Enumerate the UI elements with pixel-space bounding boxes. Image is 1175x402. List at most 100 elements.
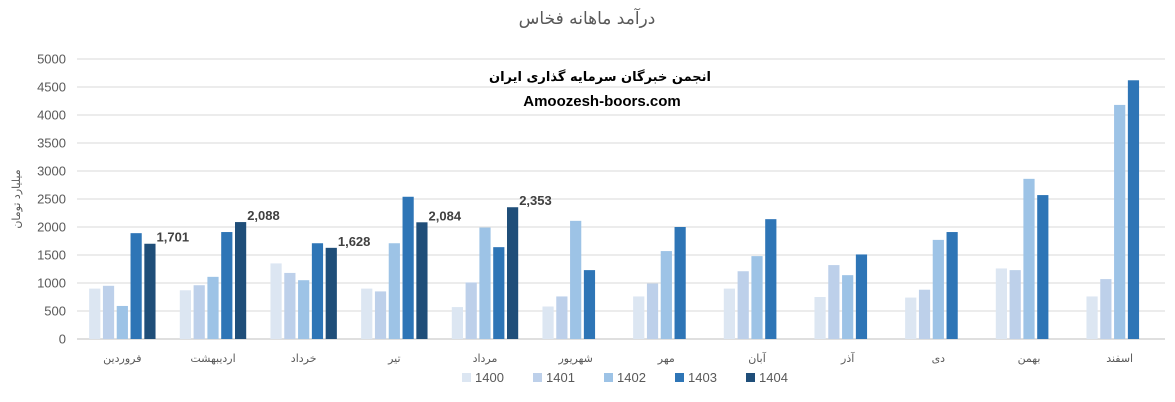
bar-1403-3	[311, 243, 324, 339]
bar-1401-7	[646, 283, 659, 339]
legend-swatch-1403	[675, 373, 684, 382]
bar-1404-5	[507, 207, 519, 339]
x-tick-label: اسفند	[1106, 352, 1133, 365]
y-tick-label: 4000	[37, 108, 66, 123]
bar-1402-4	[388, 243, 400, 339]
bar-1403-7	[674, 227, 686, 339]
bar-1400-7	[633, 296, 645, 339]
bars	[89, 80, 1140, 339]
data-label: 2,088	[247, 208, 280, 223]
bar-1403-9	[855, 254, 868, 339]
legend-label: 1401	[546, 370, 575, 385]
y-tick-label: 2000	[37, 220, 66, 235]
y-tick-label: 2500	[37, 192, 66, 207]
watermark-website: Amoozesh-boors.com	[523, 93, 681, 110]
y-tick-label: 500	[44, 304, 66, 319]
x-axis: فروردین اردیبهشت خرداد تیر مرداد شهریور مهر آبا…	[103, 351, 1133, 365]
y-axis: 0 500 1000 1500 2000 2500 3000 3500 4000 4500 5000	[37, 52, 66, 347]
bar-1400-10	[905, 297, 917, 339]
bar-1401-5	[465, 282, 477, 339]
bar-1402-12	[1114, 104, 1126, 339]
x-tick-label: فروردین	[103, 352, 141, 365]
bar-1402-3	[298, 280, 310, 339]
bar-1400-8	[723, 288, 735, 339]
legend-label: 1402	[617, 370, 646, 385]
x-tick-label: دی	[932, 352, 946, 365]
bar-1403-10	[946, 232, 958, 339]
bar-1400-1	[89, 288, 101, 339]
bar-1400-5	[451, 307, 463, 339]
bar-1401-11	[1009, 270, 1021, 339]
data-label: 1,628	[338, 234, 371, 249]
legend-swatch-1402	[604, 373, 613, 382]
bar-1402-1	[116, 305, 128, 339]
y-axis-label: میلیارد تومان	[10, 169, 23, 228]
bar-1403-11	[1037, 195, 1049, 339]
bar-1403-2	[221, 232, 233, 339]
x-tick-label: مهر	[657, 352, 675, 365]
bar-1403-5	[493, 247, 505, 339]
bar-1401-3	[284, 272, 296, 339]
chart-title: درآمد ماهانه فخاس	[519, 7, 656, 29]
bar-1401-4	[374, 291, 387, 339]
y-tick-label: 5000	[37, 52, 66, 67]
data-label: 1,701	[157, 230, 190, 245]
bar-1400-12	[1086, 296, 1098, 339]
bar-1402-9	[842, 275, 854, 339]
x-tick-label: بهمن	[1018, 352, 1041, 365]
y-tick-label: 1000	[37, 276, 66, 291]
gridlines	[77, 58, 1165, 340]
y-tick-label: 0	[59, 332, 66, 347]
bar-1400-3	[270, 263, 282, 339]
bar-1402-11	[1023, 178, 1035, 339]
bar-1400-2	[179, 290, 191, 339]
legend-swatch-1400	[462, 373, 471, 382]
legend: 1400 1401 1402 1403 1404	[462, 370, 788, 385]
bar-1401-10	[918, 289, 931, 339]
legend-swatch-1404	[746, 373, 755, 382]
bar-1401-2	[193, 285, 205, 339]
bar-1401-8	[737, 271, 749, 339]
data-label: 2,353	[519, 193, 552, 208]
bar-1403-8	[765, 219, 777, 339]
watermark-association: انجمن خبرگان سرمایه گذاری ایران	[489, 69, 711, 85]
bar-1401-1	[102, 285, 115, 339]
data-labels: 1,701 2,088 1,628 2,084 2,353	[157, 193, 552, 249]
bar-1403-6	[583, 270, 596, 339]
bar-1402-6	[570, 220, 582, 339]
x-tick-label: اردیبهشت	[190, 352, 235, 365]
bar-1402-5	[479, 227, 491, 339]
bar-1403-4	[402, 196, 414, 339]
bar-1400-9	[814, 297, 826, 339]
x-tick-label: مرداد	[473, 352, 498, 365]
y-tick-label: 3000	[37, 164, 66, 179]
bar-1400-6	[542, 306, 554, 339]
bar-1403-12	[1127, 80, 1140, 339]
bar-1402-8	[751, 256, 763, 339]
bar-1404-1	[144, 243, 156, 339]
bar-1401-6	[556, 296, 568, 339]
data-label: 2,084	[429, 208, 462, 223]
bar-1403-1	[130, 233, 142, 339]
legend-label: 1404	[759, 370, 788, 385]
bar-1402-2	[207, 276, 219, 339]
bar-1402-7	[660, 251, 672, 339]
x-tick-label: آبان	[748, 351, 766, 365]
y-tick-label: 1500	[37, 248, 66, 263]
bar-1404-2	[235, 222, 247, 339]
bar-1401-9	[828, 265, 840, 339]
bar-1404-3	[325, 247, 337, 339]
x-tick-label: آذر	[840, 351, 855, 365]
bar-1400-4	[361, 288, 373, 339]
x-tick-label: تیر	[387, 352, 400, 365]
bar-1400-11	[995, 268, 1007, 339]
legend-swatch-1401	[533, 373, 542, 382]
y-tick-label: 4500	[37, 80, 66, 95]
bar-1401-12	[1100, 279, 1112, 339]
bar-1404-4	[416, 222, 428, 339]
x-tick-label: شهریور	[557, 352, 592, 365]
legend-label: 1400	[475, 370, 504, 385]
legend-label: 1403	[688, 370, 717, 385]
x-tick-label: خرداد	[291, 352, 317, 365]
